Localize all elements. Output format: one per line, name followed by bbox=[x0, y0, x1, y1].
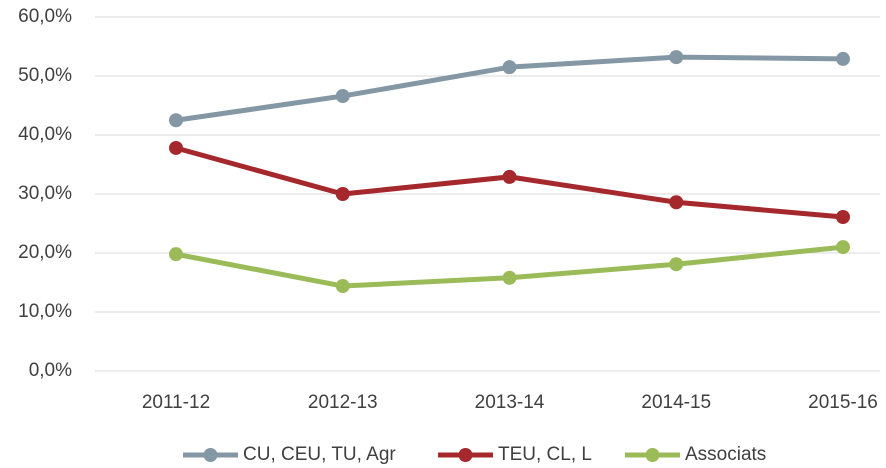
legend-marker bbox=[458, 448, 473, 462]
data-point bbox=[836, 240, 850, 255]
x-tick-label: 2015-16 bbox=[808, 392, 878, 413]
legend-marker bbox=[645, 448, 660, 462]
x-tick-label: 2012-13 bbox=[308, 392, 378, 413]
data-point bbox=[502, 169, 517, 184]
data-point bbox=[669, 195, 684, 210]
data-point bbox=[836, 210, 850, 225]
legend-marker bbox=[203, 448, 218, 462]
data-point bbox=[669, 50, 684, 65]
legend-label: TEU, CL, L bbox=[498, 444, 592, 465]
y-tick-label: 20,0% bbox=[18, 242, 72, 263]
data-point bbox=[669, 257, 684, 272]
data-point bbox=[502, 270, 517, 285]
data-point bbox=[169, 247, 183, 262]
y-tick-label: 50,0% bbox=[18, 65, 72, 86]
data-point bbox=[836, 51, 850, 66]
data-point bbox=[335, 187, 350, 201]
y-tick-label: 10,0% bbox=[18, 301, 72, 322]
data-point bbox=[335, 279, 350, 294]
legend-label: Associats bbox=[685, 444, 766, 465]
x-tick-label: 2014-15 bbox=[641, 392, 711, 413]
data-point bbox=[502, 60, 517, 75]
data-point bbox=[169, 140, 183, 155]
y-tick-label: 0,0% bbox=[29, 360, 72, 381]
x-tick-label: 2011-12 bbox=[142, 392, 210, 413]
y-tick-label: 30,0% bbox=[18, 183, 72, 204]
y-tick-label: 40,0% bbox=[18, 124, 72, 145]
data-point bbox=[169, 113, 183, 128]
data-point bbox=[335, 89, 350, 104]
x-tick-label: 2013-14 bbox=[475, 392, 545, 413]
y-tick-label: 60,0% bbox=[18, 6, 72, 27]
legend-label: CU, CEU, TU, Agr bbox=[243, 444, 396, 465]
